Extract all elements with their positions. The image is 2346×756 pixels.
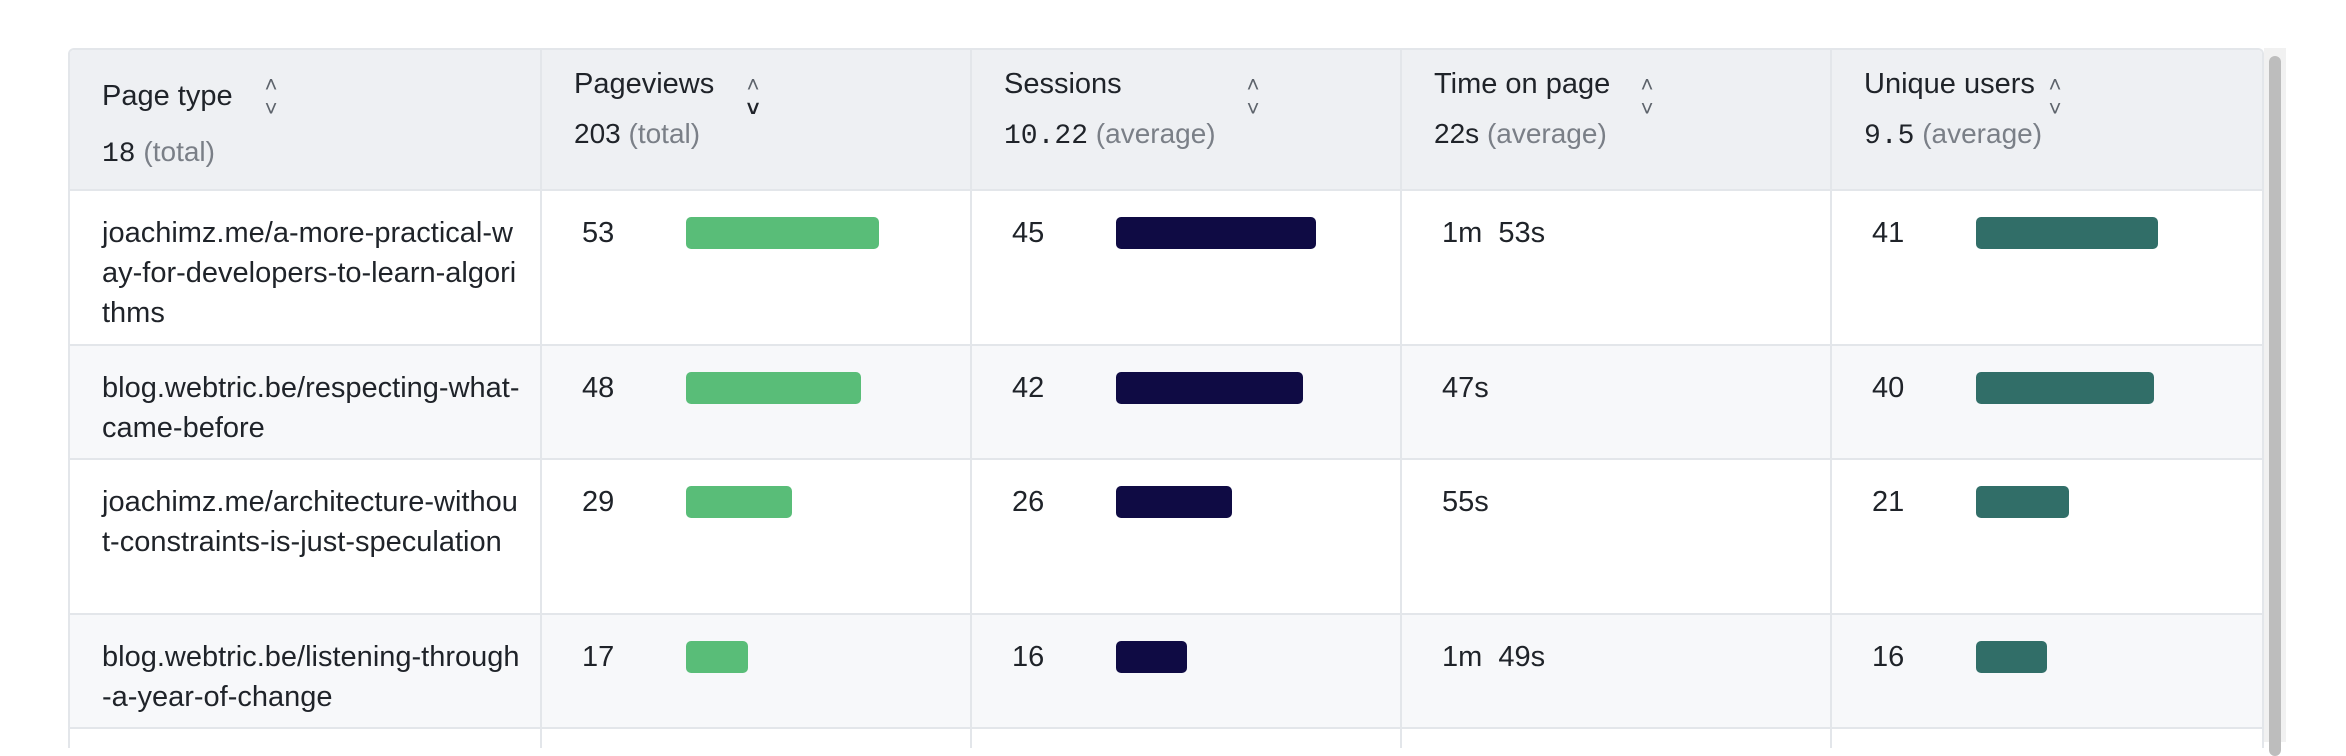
time-cell: 1m 49s bbox=[1402, 615, 1832, 727]
table-row: blog.webtric.be/respecting-what-came-bef… bbox=[70, 346, 2262, 460]
sessions-cell: 42 bbox=[972, 346, 1402, 458]
sessions-value: 45 bbox=[1012, 217, 1045, 249]
column-label: Sessions bbox=[1004, 68, 1122, 100]
page-cell: blog.webtric.be/listening-through-a-year… bbox=[70, 615, 542, 727]
column-summary: 203 (total) bbox=[574, 118, 701, 149]
sort-up-icon[interactable]: ˄ bbox=[1246, 72, 1260, 97]
users-cell bbox=[1832, 729, 2262, 748]
time-cell: 47s bbox=[1402, 346, 1832, 458]
sessions-cell bbox=[972, 729, 1402, 748]
column-summary: 22s (average) bbox=[1434, 118, 1607, 149]
pageviews-bar bbox=[686, 641, 748, 673]
sessions-bar bbox=[1116, 217, 1316, 249]
sessions-cell: 45 bbox=[972, 191, 1402, 344]
pageviews-cell bbox=[542, 729, 972, 748]
sessions-bar bbox=[1116, 372, 1303, 404]
time-on-page-value: 47s bbox=[1442, 372, 1489, 404]
users-value: 16 bbox=[1872, 641, 1905, 673]
pageviews-value: 29 bbox=[582, 486, 615, 518]
page-cell: blog.webtric.be/respecting-what-came-bef… bbox=[70, 346, 542, 458]
sort-toggle[interactable]: ˄ ˅ bbox=[260, 74, 282, 126]
sessions-cell: 26 bbox=[972, 460, 1402, 613]
sort-down-icon[interactable]: ˅ bbox=[746, 96, 760, 121]
time-on-page-value: 1m 49s bbox=[1442, 641, 1546, 673]
users-cell: 21 bbox=[1832, 460, 2262, 613]
time-on-page-value: 55s bbox=[1442, 486, 1489, 518]
column-summary: 18 (total) bbox=[102, 136, 215, 170]
page-cell bbox=[70, 729, 542, 748]
sort-toggle[interactable]: ˄ ˅ bbox=[1636, 74, 1658, 126]
column-header-unique-users[interactable]: Unique users ˄ ˅ 9.5 (average) bbox=[1832, 50, 2262, 189]
time-cell: 1m 53s bbox=[1402, 191, 1832, 344]
pageviews-cell: 48 bbox=[542, 346, 972, 458]
users-cell: 16 bbox=[1832, 615, 2262, 727]
pageviews-bar bbox=[686, 372, 861, 404]
sort-up-icon[interactable]: ˄ bbox=[1640, 72, 1654, 97]
pageviews-value: 48 bbox=[582, 372, 615, 404]
users-cell: 41 bbox=[1832, 191, 2262, 344]
pageviews-bar bbox=[686, 486, 792, 518]
sessions-value: 42 bbox=[1012, 372, 1045, 404]
sort-down-icon[interactable]: ˅ bbox=[1640, 96, 1654, 121]
sort-up-icon[interactable]: ˄ bbox=[746, 72, 760, 97]
users-cell: 40 bbox=[1832, 346, 2262, 458]
table-row: joachimz.me/architecture-without-constra… bbox=[70, 460, 2262, 615]
table-row: joachimz.me/a-more-practical-way-for-dev… bbox=[70, 191, 2262, 346]
sort-toggle[interactable]: ˄ ˅ bbox=[2044, 74, 2066, 126]
table-row bbox=[70, 729, 2262, 748]
sort-down-icon[interactable]: ˅ bbox=[264, 96, 278, 121]
time-cell: 55s bbox=[1402, 460, 1832, 613]
sessions-value: 16 bbox=[1012, 641, 1045, 673]
sessions-cell: 16 bbox=[972, 615, 1402, 727]
time-cell bbox=[1402, 729, 1832, 748]
page-link[interactable]: joachimz.me/architecture-without-constra… bbox=[102, 486, 518, 558]
column-header-sessions[interactable]: Sessions ˄ ˅ 10.22 (average) bbox=[972, 50, 1402, 189]
scrollbar-thumb[interactable] bbox=[2269, 56, 2281, 756]
column-header-page-type[interactable]: Page type ˄ ˅ 18 (total) bbox=[70, 50, 542, 189]
table-row: blog.webtric.be/listening-through-a-year… bbox=[70, 615, 2262, 729]
column-label: Page type bbox=[102, 80, 233, 112]
time-on-page-value: 1m 53s bbox=[1442, 217, 1546, 249]
sort-down-icon[interactable]: ˅ bbox=[1246, 96, 1260, 121]
page-link[interactable]: blog.webtric.be/listening-through-a-year… bbox=[102, 641, 520, 713]
users-value: 40 bbox=[1872, 372, 1905, 404]
sort-up-icon[interactable]: ˄ bbox=[264, 72, 278, 97]
sort-down-icon[interactable]: ˅ bbox=[2048, 96, 2062, 121]
pageviews-value: 17 bbox=[582, 641, 615, 673]
sessions-bar bbox=[1116, 641, 1187, 673]
column-header-pageviews[interactable]: Pageviews ˄ ˅ 203 (total) bbox=[542, 50, 972, 189]
table-header: Page type ˄ ˅ 18 (total) Pageviews ˄ ˅ 2… bbox=[70, 50, 2262, 191]
pageviews-cell: 53 bbox=[542, 191, 972, 344]
users-value: 41 bbox=[1872, 217, 1905, 249]
pageviews-bar bbox=[686, 217, 879, 249]
column-summary: 10.22 (average) bbox=[1004, 118, 1216, 152]
sessions-value: 26 bbox=[1012, 486, 1045, 518]
page-cell: joachimz.me/a-more-practical-way-for-dev… bbox=[70, 191, 542, 344]
page-cell: joachimz.me/architecture-without-constra… bbox=[70, 460, 542, 613]
sort-up-icon[interactable]: ˄ bbox=[2048, 72, 2062, 97]
analytics-table: Page type ˄ ˅ 18 (total) Pageviews ˄ ˅ 2… bbox=[68, 48, 2264, 748]
pageviews-cell: 17 bbox=[542, 615, 972, 727]
users-bar bbox=[1976, 217, 2158, 249]
column-label: Unique users bbox=[1864, 68, 2035, 100]
column-header-time-on-page[interactable]: Time on page ˄ ˅ 22s (average) bbox=[1402, 50, 1832, 189]
sessions-bar bbox=[1116, 486, 1232, 518]
users-bar bbox=[1976, 372, 2154, 404]
pageviews-value: 53 bbox=[582, 217, 615, 249]
users-bar bbox=[1976, 641, 2047, 673]
page-link[interactable]: blog.webtric.be/respecting-what-came-bef… bbox=[102, 372, 520, 444]
sort-toggle[interactable]: ˄ ˅ bbox=[1242, 74, 1264, 126]
pageviews-cell: 29 bbox=[542, 460, 972, 613]
sort-toggle[interactable]: ˄ ˅ bbox=[742, 74, 764, 126]
column-label: Pageviews bbox=[574, 68, 715, 100]
vertical-scrollbar[interactable] bbox=[2264, 48, 2286, 756]
users-value: 21 bbox=[1872, 486, 1905, 518]
page-link[interactable]: joachimz.me/a-more-practical-way-for-dev… bbox=[102, 217, 517, 329]
column-summary: 9.5 (average) bbox=[1864, 118, 2043, 152]
users-bar bbox=[1976, 486, 2069, 518]
column-label: Time on page bbox=[1434, 68, 1611, 100]
